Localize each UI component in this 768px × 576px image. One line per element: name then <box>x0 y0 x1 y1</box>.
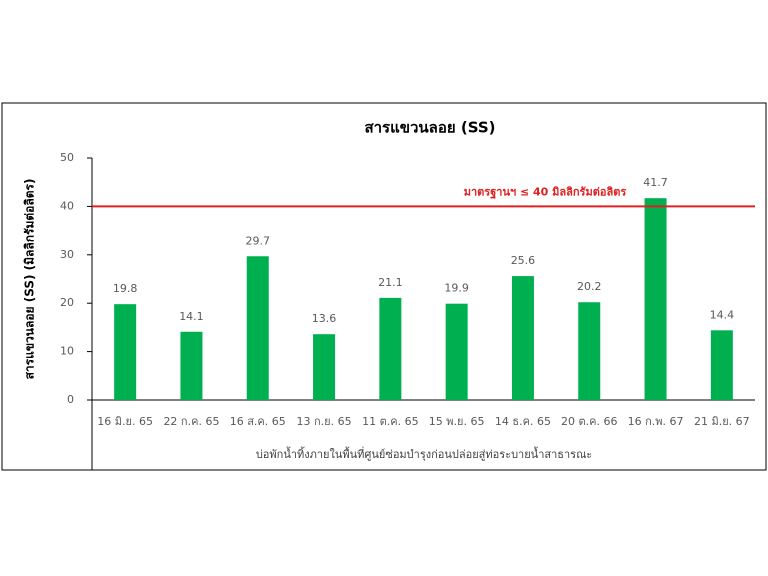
bar <box>180 331 203 400</box>
y-tick-label: 30 <box>60 248 74 261</box>
x-tick-label: 16 ส.ค. 65 <box>230 415 286 428</box>
reference-label: มาตรฐานฯ ≤ 40 มิลลิกรัมต่อลิตร <box>464 185 627 199</box>
bar <box>379 297 402 400</box>
chart-frame <box>1 102 767 471</box>
y-axis-label: สารแขวนลอย (SS) (มิลลิกรัมต่อลิตร) <box>23 179 37 380</box>
bar <box>644 198 667 400</box>
x-group-label: บ่อพักน้ำทิ้งภายในพื้นที่ศูนย์ซ่อมบำรุงก… <box>256 446 592 461</box>
bar <box>710 330 733 400</box>
bar <box>445 303 468 400</box>
bar <box>313 334 336 400</box>
bar <box>511 276 534 400</box>
data-label: 20.2 <box>577 280 602 293</box>
data-label: 13.6 <box>312 312 337 325</box>
data-label: 19.8 <box>113 282 138 295</box>
x-tick-label: 11 ต.ค. 65 <box>362 415 418 428</box>
y-tick-label: 50 <box>60 151 74 164</box>
bar <box>578 302 601 400</box>
y-tick-label: 40 <box>60 199 74 212</box>
data-label: 21.1 <box>378 276 403 289</box>
y-tick-label: 10 <box>60 345 74 358</box>
x-tick-label: 22 ก.ค. 65 <box>163 415 219 428</box>
bar <box>246 256 269 400</box>
x-tick-label: 20 ต.ค. 66 <box>561 415 617 428</box>
x-tick-label: 21 มิ.ย. 67 <box>694 415 750 428</box>
x-tick-label: 16 ก.พ. 67 <box>628 415 684 428</box>
data-label: 14.4 <box>710 308 735 321</box>
data-label: 41.7 <box>643 176 668 189</box>
data-label: 25.6 <box>511 254 536 267</box>
chart-title: สารแขวนลอย (SS) <box>364 119 495 137</box>
bar <box>114 304 137 400</box>
data-label: 14.1 <box>179 310 204 323</box>
x-tick-label: 16 มิ.ย. 65 <box>97 415 153 428</box>
x-tick-label: 15 พ.ย. 65 <box>429 415 485 428</box>
y-tick-label: 0 <box>67 393 74 406</box>
data-label: 19.9 <box>444 282 469 295</box>
x-tick-label: 13 ก.ย. 65 <box>297 415 352 428</box>
data-label: 29.7 <box>246 234 271 247</box>
y-tick-label: 20 <box>60 296 74 309</box>
x-tick-label: 14 ธ.ค. 65 <box>495 415 551 428</box>
